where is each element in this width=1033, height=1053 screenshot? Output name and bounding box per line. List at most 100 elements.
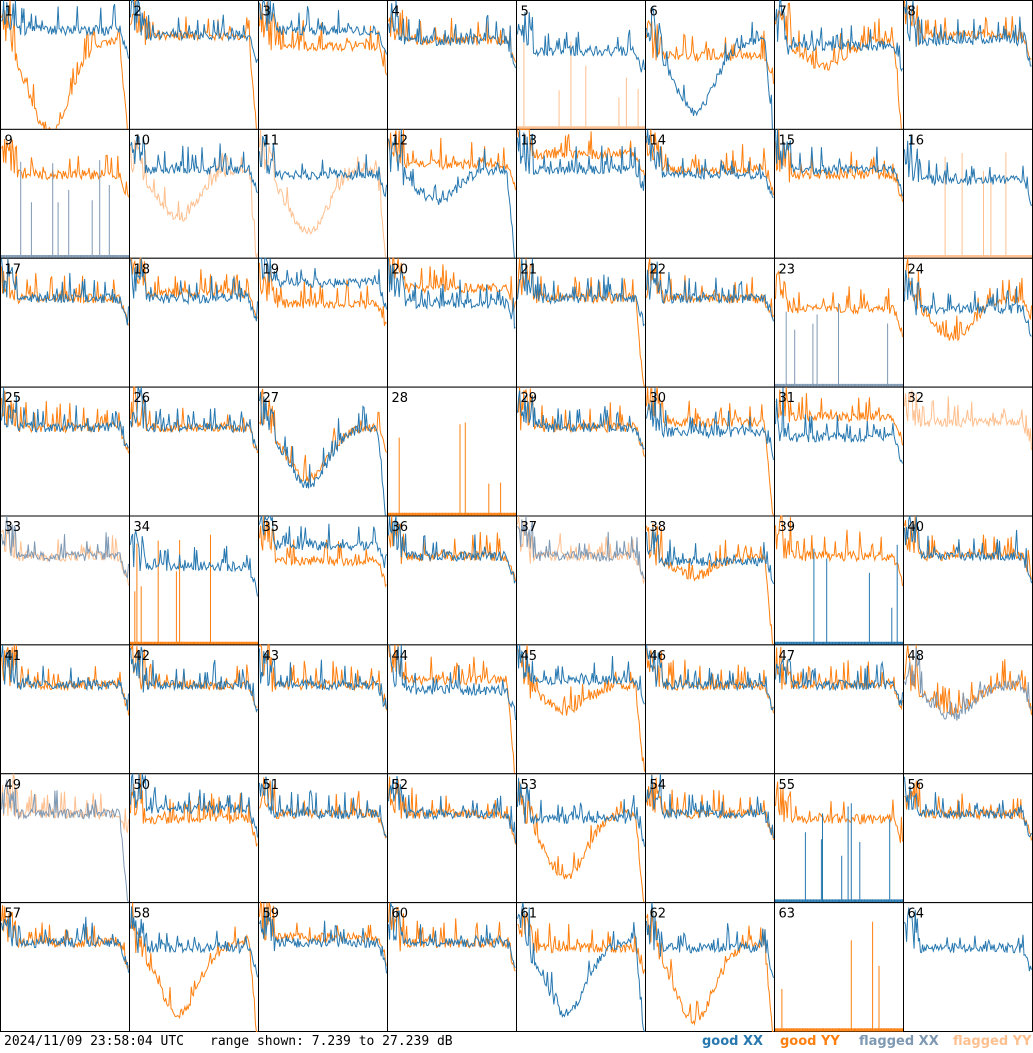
panel-label: 46 bbox=[650, 649, 667, 664]
panel-label: 13 bbox=[521, 133, 538, 148]
yy-trace bbox=[646, 129, 774, 196]
panel-frame bbox=[387, 644, 517, 775]
panel-label: 50 bbox=[134, 778, 151, 793]
yy-trace bbox=[646, 523, 774, 646]
panel-label: 58 bbox=[134, 907, 151, 922]
panel-label: 12 bbox=[392, 133, 409, 148]
panel-label: 44 bbox=[392, 649, 409, 664]
panel-frame bbox=[903, 515, 1033, 646]
spectrum-panel: 57 bbox=[0, 902, 130, 1032]
legend-good-yy: good YY bbox=[780, 1034, 840, 1049]
xx-trace bbox=[646, 129, 774, 199]
panel-frame bbox=[258, 902, 388, 1032]
xx-trace bbox=[775, 303, 903, 388]
xx-trace bbox=[517, 777, 645, 847]
panel-label: 27 bbox=[263, 391, 280, 406]
panel-frame bbox=[516, 515, 646, 646]
spectrum-panel: 53 bbox=[516, 773, 646, 904]
spectrum-panel: 13 bbox=[516, 128, 646, 259]
spectrum-panel: 21 bbox=[516, 257, 646, 388]
xx-trace bbox=[388, 775, 516, 844]
panel-frame bbox=[387, 773, 517, 904]
panel-frame bbox=[258, 128, 388, 259]
panel-label: 35 bbox=[263, 520, 280, 535]
xx-trace bbox=[904, 776, 1032, 838]
panel-label: 28 bbox=[392, 391, 409, 406]
panel-label: 41 bbox=[5, 649, 22, 664]
spectrum-panel: 42 bbox=[129, 644, 259, 775]
xx-trace bbox=[646, 644, 774, 711]
panel-label: 21 bbox=[521, 262, 538, 277]
panel-label: 37 bbox=[521, 520, 538, 535]
yy-trace bbox=[904, 152, 1032, 259]
panel-frame bbox=[645, 0, 775, 130]
spectrum-panel: 56 bbox=[903, 773, 1033, 904]
panel-frame bbox=[645, 386, 775, 517]
xx-trace bbox=[775, 658, 903, 706]
xx-trace bbox=[388, 258, 516, 329]
panel-label: 40 bbox=[908, 520, 925, 535]
spectrum-panel: 33 bbox=[0, 515, 130, 646]
panel-frame bbox=[129, 128, 259, 259]
xx-trace bbox=[259, 515, 387, 568]
panel-frame bbox=[0, 0, 130, 130]
panel-frame bbox=[129, 257, 259, 388]
spectrum-panel: 10 bbox=[129, 128, 259, 259]
panel-frame bbox=[258, 773, 388, 904]
spectrum-panel: 24 bbox=[903, 257, 1033, 388]
range-label: range shown: 7.239 to 27.239 dB bbox=[210, 1034, 453, 1049]
spectrum-panel: 18 bbox=[129, 257, 259, 388]
yy-trace bbox=[388, 902, 516, 972]
spectrum-panel: 58 bbox=[129, 902, 259, 1032]
panel-label: 54 bbox=[650, 778, 667, 793]
xx-trace bbox=[1, 779, 129, 903]
spectrum-panel: 3 bbox=[258, 0, 388, 130]
panel-frame bbox=[129, 902, 259, 1032]
panel-label: 8 bbox=[908, 5, 916, 20]
panel-frame bbox=[903, 902, 1033, 1032]
spectrum-panel: 30 bbox=[645, 386, 775, 517]
yy-trace bbox=[388, 257, 516, 312]
panel-label: 29 bbox=[521, 391, 538, 406]
panel-label: 31 bbox=[779, 391, 796, 406]
spectrum-panel: 1 bbox=[0, 0, 130, 130]
yy-trace bbox=[646, 910, 774, 1032]
panel-label: 19 bbox=[263, 262, 280, 277]
panel-label: 7 bbox=[779, 5, 787, 20]
spectrum-panel: 54 bbox=[645, 773, 775, 904]
panel-label: 4 bbox=[392, 5, 400, 20]
panel-frame bbox=[387, 902, 517, 1032]
panel-frame bbox=[387, 257, 517, 388]
yy-trace bbox=[775, 646, 903, 711]
spectrum-panel: 50 bbox=[129, 773, 259, 904]
panel-frame bbox=[129, 386, 259, 517]
xx-trace bbox=[388, 644, 516, 721]
panel-frame bbox=[129, 773, 259, 904]
yy-trace bbox=[388, 776, 516, 845]
xx-trace bbox=[904, 515, 1032, 584]
panel-frame bbox=[516, 644, 646, 775]
panel-label: 32 bbox=[908, 391, 925, 406]
panel-frame bbox=[0, 386, 130, 517]
panel-label: 43 bbox=[263, 649, 280, 664]
spectrum-panel: 61 bbox=[516, 902, 646, 1032]
spectrum-panel: 36 bbox=[387, 515, 517, 646]
spectrum-panel: 60 bbox=[387, 902, 517, 1032]
yy-trace bbox=[1, 0, 129, 130]
panel-label: 64 bbox=[908, 907, 925, 922]
xx-trace bbox=[130, 646, 258, 713]
xx-trace bbox=[130, 258, 258, 322]
panel-frame bbox=[258, 0, 388, 130]
yy-trace bbox=[775, 129, 903, 202]
legend-flagged-yy: flagged YY bbox=[953, 1034, 1032, 1049]
yy-trace bbox=[388, 129, 516, 191]
legend-flagged-xx: flagged XX bbox=[859, 1034, 939, 1049]
panel-frame bbox=[645, 773, 775, 904]
panel-frame bbox=[258, 644, 388, 775]
panel-label: 51 bbox=[263, 778, 280, 793]
yy-trace bbox=[259, 1, 387, 76]
panel-label: 47 bbox=[779, 649, 796, 664]
spectrum-panel: 46 bbox=[645, 644, 775, 775]
xx-trace bbox=[259, 776, 387, 838]
panel-label: 2 bbox=[134, 5, 142, 20]
